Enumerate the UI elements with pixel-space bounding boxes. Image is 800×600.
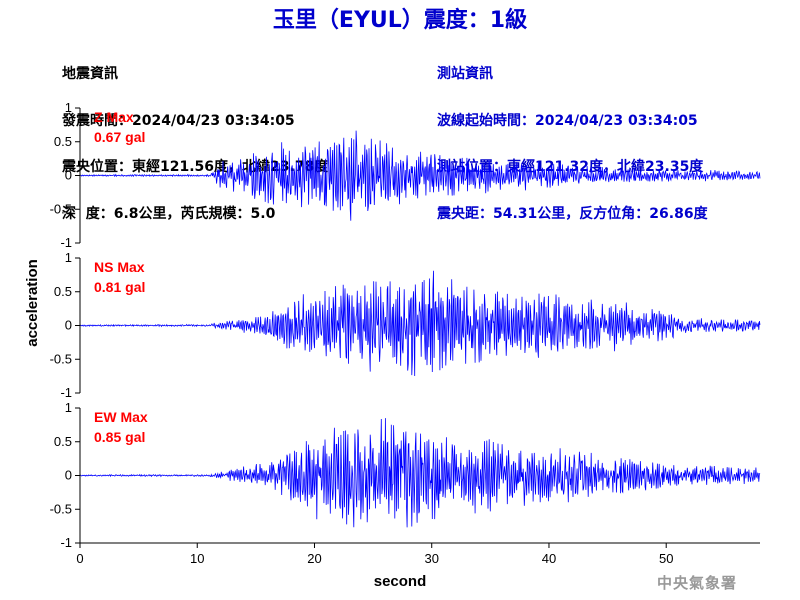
max-value-z: 0.67 gal bbox=[94, 129, 145, 145]
depth-magnitude: 深 度：6.8公里，芮氏規模：5.0 bbox=[62, 205, 276, 222]
y-axis-label: acceleration bbox=[24, 259, 41, 347]
station-location: 測站位置：東經121.32度，北緯23.35度 bbox=[437, 159, 704, 175]
x-axis-label: second bbox=[374, 573, 427, 590]
trace-ew bbox=[79, 418, 761, 528]
x-tick-label: 40 bbox=[542, 551, 556, 566]
x-tick-label: 0 bbox=[76, 551, 83, 566]
station-info-heading: 測站資訊 bbox=[437, 66, 493, 82]
x-tick-label: 10 bbox=[190, 551, 204, 566]
y-tick-label: 0 bbox=[65, 318, 72, 333]
trace-z bbox=[79, 130, 761, 221]
chart-title: 玉里（EYUL）震度：1級 bbox=[272, 8, 528, 33]
epicentral-distance: 震央距：54.31公里，反方位角：26.86度 bbox=[437, 205, 708, 222]
wave-start-time: 波線起始時間：2024/04/23 03:34:05 bbox=[437, 112, 698, 129]
y-tick-label: 0 bbox=[65, 168, 72, 183]
epicenter-location: 震央位置：東經121.56度，北緯23.78度 bbox=[62, 159, 329, 175]
y-tick-label: 1 bbox=[65, 100, 72, 115]
earthquake-info-heading: 地震資訊 bbox=[62, 66, 118, 82]
trace-ns bbox=[79, 270, 761, 377]
station-info: 測站資訊 波線起始時間：2024/04/23 03:34:05 測站位置：東經1… bbox=[437, 36, 708, 238]
x-tick-label: 30 bbox=[424, 551, 438, 566]
y-tick-label: -1 bbox=[60, 235, 72, 250]
earthquake-info: 地震資訊 發震時間：2024/04/23 03:34:05 震央位置：東經121… bbox=[62, 36, 328, 238]
max-label-z: Z Max bbox=[94, 109, 134, 125]
agency-watermark: 中央氣象署 bbox=[657, 574, 738, 592]
y-tick-label: 1 bbox=[65, 250, 72, 265]
y-tick-label: -1 bbox=[60, 385, 72, 400]
y-tick-label: 0 bbox=[65, 468, 72, 483]
y-tick-label: -0.5 bbox=[50, 201, 72, 216]
max-label-ew: EW Max bbox=[94, 409, 148, 425]
y-tick-label: -1 bbox=[60, 535, 72, 550]
y-tick-label: 0.5 bbox=[54, 284, 72, 299]
y-tick-label: 0.5 bbox=[54, 134, 72, 149]
origin-time: 發震時間：2024/04/23 03:34:05 bbox=[62, 112, 295, 129]
y-tick-label: 1 bbox=[65, 400, 72, 415]
x-tick-label: 50 bbox=[659, 551, 673, 566]
x-tick-label: 20 bbox=[307, 551, 321, 566]
y-tick-label: -0.5 bbox=[50, 351, 72, 366]
max-value-ew: 0.85 gal bbox=[94, 429, 145, 445]
y-tick-label: 0.5 bbox=[54, 434, 72, 449]
max-label-ns: NS Max bbox=[94, 259, 145, 275]
y-tick-label: -0.5 bbox=[50, 501, 72, 516]
max-value-ns: 0.81 gal bbox=[94, 279, 145, 295]
